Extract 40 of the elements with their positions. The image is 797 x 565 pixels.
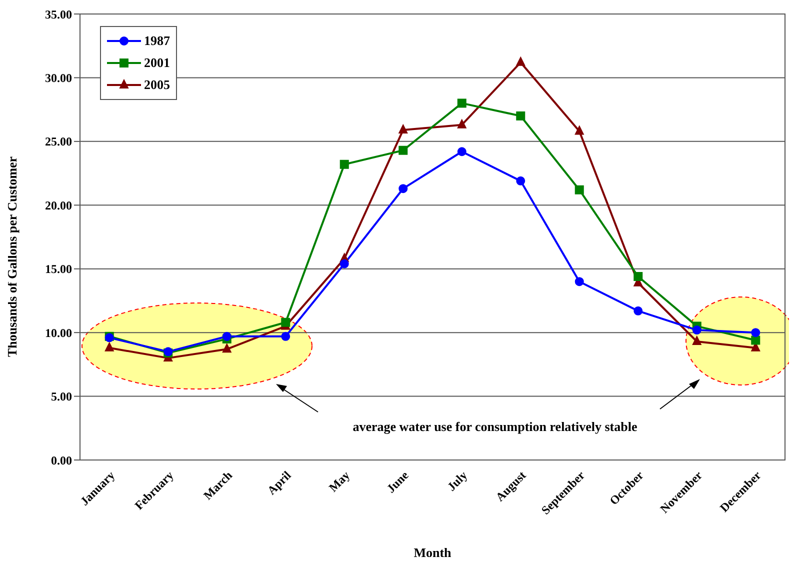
legend-label: 2001 (144, 55, 170, 71)
point (457, 119, 466, 128)
point (340, 259, 349, 268)
point (751, 336, 760, 345)
y-tick-label: 0.00 (51, 453, 72, 468)
y-tick-label: 10.00 (45, 326, 72, 340)
y-tick-label: 20.00 (45, 198, 72, 212)
annotation: average water use for consumption relatively stable (352, 419, 638, 434)
x-axis-title: Month (414, 545, 452, 560)
point (281, 332, 290, 341)
point (516, 176, 526, 186)
point (222, 344, 232, 353)
point (574, 185, 584, 194)
y-tick-label: 30.00 (45, 70, 72, 85)
x-tick-label: June (384, 468, 412, 496)
point (398, 146, 408, 155)
point (398, 184, 408, 194)
legend-label: 2005 (144, 77, 170, 93)
point (751, 328, 760, 338)
y-tick-label: 5.00 (51, 390, 72, 404)
point (457, 98, 466, 108)
point (222, 332, 232, 341)
point (398, 124, 408, 134)
point (516, 111, 526, 120)
point (692, 336, 702, 345)
point (281, 318, 290, 327)
x-tick-label: July (444, 468, 470, 494)
y-tick-label: 35.00 (45, 7, 72, 22)
point (516, 56, 526, 66)
point (634, 272, 643, 282)
point (340, 160, 349, 169)
point (574, 277, 584, 286)
point (457, 147, 466, 156)
legend-label: 1987 (144, 33, 170, 49)
point (692, 326, 702, 335)
y-tick-label: 25.00 (45, 134, 72, 149)
point (104, 342, 114, 352)
point (634, 306, 643, 316)
point (574, 126, 584, 135)
y-tick-label: 15.00 (45, 262, 72, 276)
